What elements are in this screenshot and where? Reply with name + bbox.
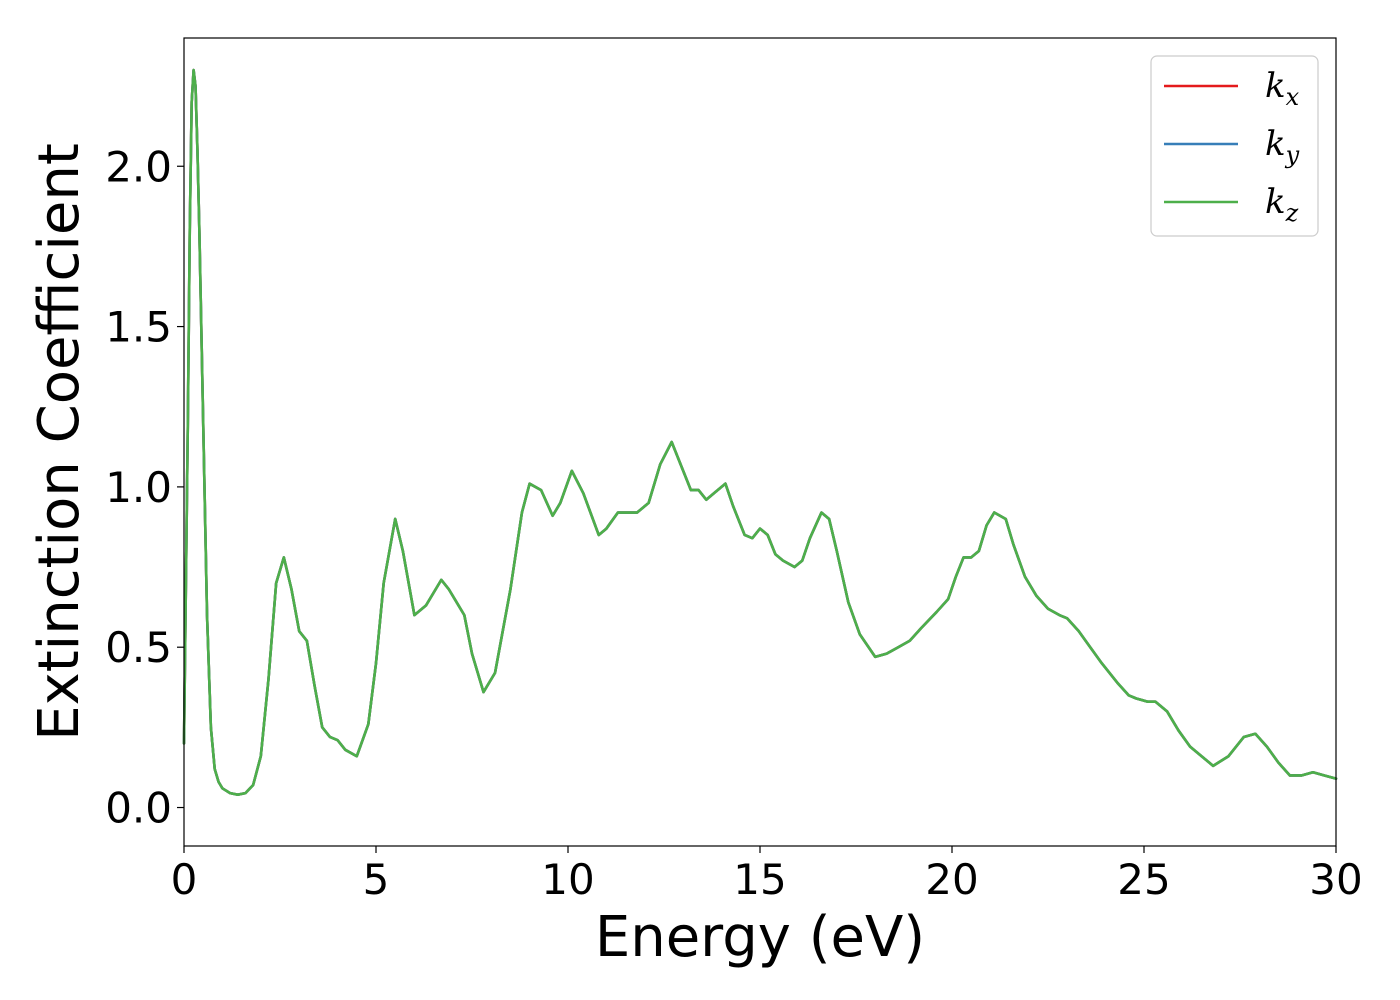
x-tick-label: 15 bbox=[733, 855, 786, 904]
legend-subscript: z bbox=[1285, 199, 1299, 227]
x-tick-label: 10 bbox=[541, 855, 594, 904]
legend-label-kx: kx bbox=[1265, 66, 1300, 111]
series-line-k-z bbox=[182, 68, 1338, 796]
y-tick-label: 0.5 bbox=[105, 623, 172, 672]
x-axis-title: Energy (eV) bbox=[595, 905, 925, 970]
y-tick-label: 2.0 bbox=[105, 142, 172, 191]
legend-symbol: k bbox=[1265, 66, 1286, 106]
y-tick-label: 1.0 bbox=[105, 463, 172, 512]
y-tick-label: 0.0 bbox=[105, 784, 172, 833]
x-tick-label: 5 bbox=[363, 855, 390, 904]
legend-subscript: y bbox=[1285, 141, 1300, 169]
y-tick-label: 1.5 bbox=[105, 303, 172, 352]
x-tick-label: 20 bbox=[925, 855, 978, 904]
plot-background bbox=[184, 38, 1336, 846]
legend-subscript: x bbox=[1286, 83, 1300, 111]
x-tick-label: 30 bbox=[1309, 855, 1362, 904]
y-axis-title: Extinction Coefficient bbox=[27, 143, 92, 741]
legend-label-ky: ky bbox=[1265, 124, 1300, 169]
series-lines bbox=[182, 68, 1338, 796]
legend-symbol: k bbox=[1265, 182, 1286, 222]
x-tick-label: 0 bbox=[171, 855, 198, 904]
legend-box bbox=[1150, 55, 1319, 237]
legend-label-kz: kz bbox=[1265, 182, 1299, 227]
x-axis-ticks: 0 5 10 15 20 25 30 bbox=[171, 846, 1363, 904]
legend-symbol: k bbox=[1265, 124, 1286, 164]
y-axis-ticks: 0.0 0.5 1.0 1.5 2.0 bbox=[105, 142, 184, 833]
x-tick-label: 25 bbox=[1117, 855, 1170, 904]
